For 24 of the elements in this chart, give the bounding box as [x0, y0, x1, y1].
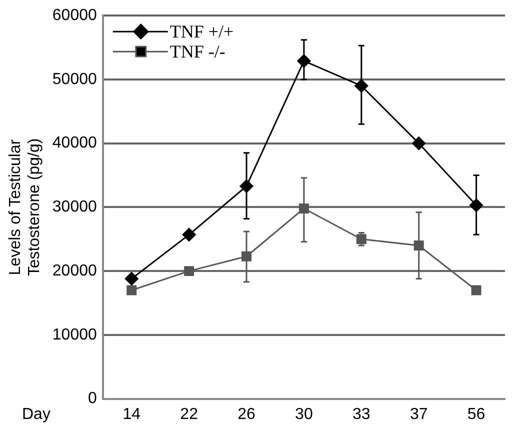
point: [182, 228, 196, 242]
legend-label: TNF -/-: [170, 41, 226, 62]
x-tick-label: 26: [238, 406, 256, 423]
point: [124, 272, 138, 286]
y-tick-label: 40000: [52, 134, 97, 152]
legend-label: TNF +/+: [170, 21, 234, 42]
x-tick-label: 37: [410, 406, 428, 423]
x-tick-label: 33: [352, 406, 370, 423]
x-axis-title: Day: [22, 406, 50, 424]
x-tick-label: 56: [467, 406, 486, 423]
point: [184, 266, 194, 276]
x-tick-label: 14: [122, 406, 141, 423]
y-tick-label: 50000: [52, 70, 97, 88]
y-tick-label: 0: [88, 390, 97, 408]
y-tick-label: 10000: [52, 326, 97, 344]
y-tick-label: 60000: [52, 7, 97, 24]
y-axis-title: Levels of Testicular Testosterone (pg/g): [7, 138, 44, 276]
point: [412, 136, 426, 150]
x-tick-label: 22: [180, 406, 198, 423]
point: [471, 285, 482, 296]
x-tick-label: 30: [295, 406, 313, 423]
y-tick-label: 20000: [52, 262, 97, 280]
y-tick-label: 30000: [52, 198, 97, 216]
point: [126, 285, 137, 296]
